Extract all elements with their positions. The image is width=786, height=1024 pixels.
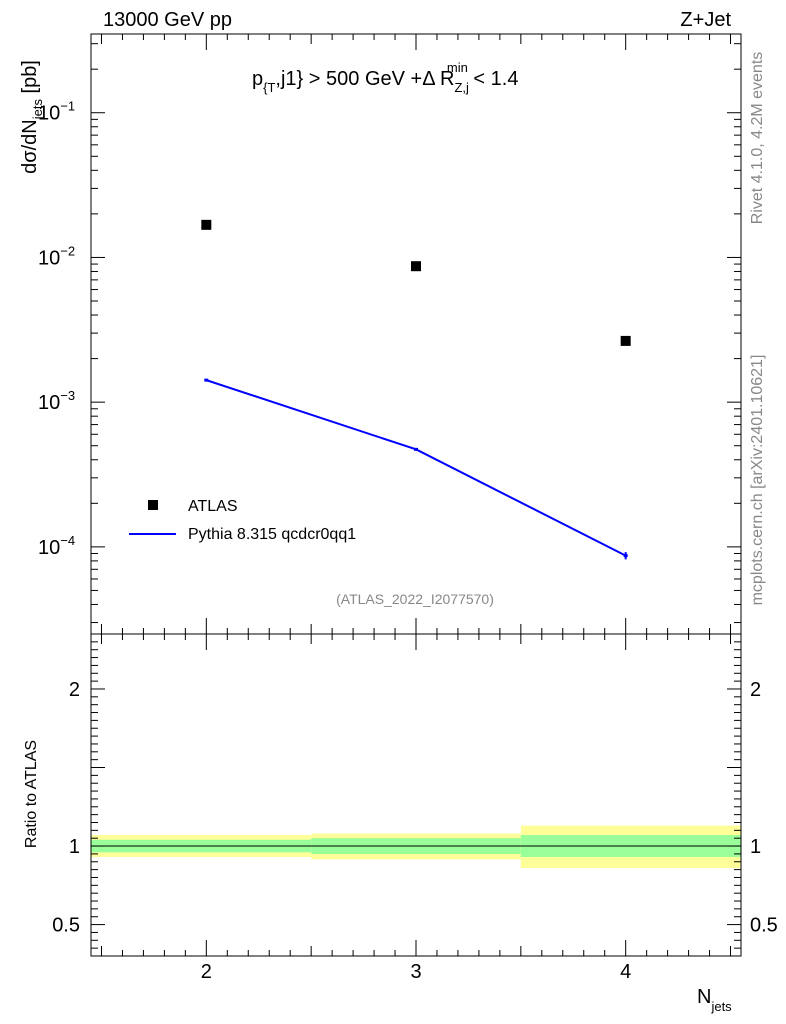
main-ylabel: dσ/dNjets [pb] bbox=[19, 60, 45, 174]
plot-title: p{T,j1} > 500 GeV +Δ RZ,jmin < 1.4 bbox=[252, 60, 518, 95]
ratio-ylabel: Ratio to ATLAS bbox=[23, 740, 40, 848]
main-y-tick-label: 10−4 bbox=[38, 533, 75, 559]
ratio-y-tick-label-left: 1 bbox=[69, 836, 80, 858]
analysis-id-label: (ATLAS_2022_I2077570) bbox=[336, 591, 494, 607]
ratio-panel bbox=[91, 825, 741, 869]
mc-point bbox=[414, 447, 418, 451]
ratio-y-tick-label-left: 0.5 bbox=[52, 915, 80, 937]
x-tick-label: 4 bbox=[620, 961, 631, 983]
main-panel bbox=[201, 219, 631, 560]
mc-point bbox=[204, 378, 209, 382]
ratio-y-tick-label-right: 2 bbox=[750, 679, 761, 701]
main-y-tick-label: 10−1 bbox=[38, 99, 75, 125]
main-y-tick-label: 10−2 bbox=[38, 243, 75, 269]
rivet-label: Rivet 4.1.0, 4.2M events bbox=[749, 52, 766, 225]
legend-mc-label: Pythia 8.315 qcdcr0qq1 bbox=[188, 526, 356, 543]
x-tick-label: 3 bbox=[410, 961, 421, 983]
atlas-data-point bbox=[620, 335, 631, 346]
ratio-y-tick-label-left: 2 bbox=[69, 679, 80, 701]
atlas-data-point bbox=[201, 219, 212, 230]
ratio-y-tick-label-right: 1 bbox=[750, 836, 761, 858]
mc-point bbox=[623, 554, 628, 558]
atlas-data-point bbox=[411, 261, 421, 272]
mcplots-label: mcplots.cern.ch [arXiv:2401.10621] bbox=[749, 355, 766, 606]
legend-atlas-label: ATLAS bbox=[188, 498, 238, 515]
main-frame bbox=[90, 33, 742, 635]
legend-atlas-marker bbox=[148, 500, 158, 510]
header-energy-label: 13000 GeV pp bbox=[103, 9, 232, 31]
main-y-tick-label: 10−3 bbox=[38, 388, 75, 414]
x-tick-label: 2 bbox=[201, 961, 212, 983]
xlabel: Njets bbox=[697, 986, 732, 1014]
ratio-y-tick-label-right: 0.5 bbox=[750, 915, 778, 937]
axes: 10−1 10−2 10−3 10−4 2 2 1 1 0.5 0.5 2 3 4 bbox=[38, 33, 778, 983]
header-process-label: Z+Jet bbox=[680, 9, 731, 31]
ratio-frame bbox=[90, 633, 742, 957]
